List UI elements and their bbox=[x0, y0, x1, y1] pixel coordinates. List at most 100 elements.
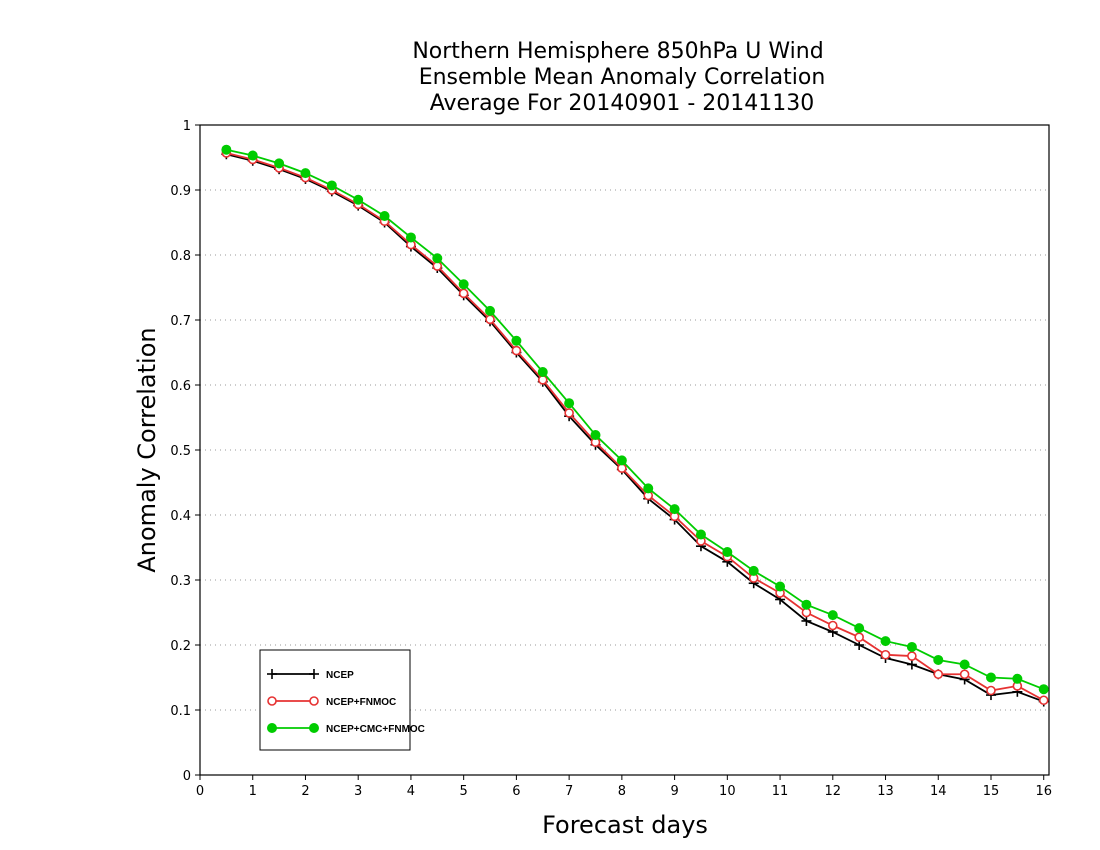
data-point bbox=[564, 408, 574, 418]
data-point bbox=[801, 599, 812, 610]
data-point bbox=[880, 649, 891, 660]
data-point bbox=[827, 620, 838, 631]
data-point bbox=[617, 463, 627, 474]
series-1 bbox=[221, 148, 1049, 706]
legend-label: NCEP bbox=[326, 670, 354, 681]
y-axis-label: Anomaly Correlation bbox=[133, 327, 161, 572]
x-tick-label: 8 bbox=[618, 784, 626, 799]
gridlines bbox=[200, 189, 1049, 711]
data-point bbox=[907, 651, 917, 661]
legend-marker bbox=[267, 723, 277, 733]
y-tick-label: 0.1 bbox=[170, 704, 191, 719]
data-point bbox=[959, 659, 970, 670]
data-point bbox=[432, 253, 443, 264]
legend-marker bbox=[309, 696, 319, 706]
data-point bbox=[722, 547, 733, 558]
data-point bbox=[221, 144, 232, 155]
data-point bbox=[669, 504, 680, 515]
data-point bbox=[775, 581, 786, 592]
data-point bbox=[801, 615, 812, 626]
x-axis-ticks: 0 1 2 3 4 5 6 7 8 9 10 11 12 13 14 15 16 bbox=[196, 775, 1052, 799]
series-line-2 bbox=[226, 148, 1045, 691]
title-line-1: Northern Hemisphere 850hPa U Wind bbox=[412, 39, 823, 64]
data-point bbox=[906, 641, 917, 652]
data-point bbox=[247, 150, 258, 161]
x-tick-label: 3 bbox=[354, 784, 362, 799]
series-0 bbox=[221, 149, 1049, 707]
chart-title: Northern Hemisphere 850hPa U Wind Ensemb… bbox=[412, 39, 825, 116]
data-point bbox=[748, 565, 759, 576]
x-tick-label: 0 bbox=[196, 784, 204, 799]
y-tick-label: 0.3 bbox=[170, 574, 191, 589]
legend-label: NCEP+CMC+FNMOC bbox=[326, 724, 425, 735]
legend-box bbox=[259, 649, 411, 751]
data-point bbox=[880, 636, 891, 647]
legend-item-2: NCEP+CMC+FNMOC bbox=[267, 723, 425, 735]
x-axis-label: Forecast days bbox=[542, 811, 708, 839]
x-tick-label: 9 bbox=[670, 784, 678, 799]
data-point bbox=[827, 610, 838, 621]
legend: NCEP NCEP+FNMOC NCEP+CMC+FNMOC bbox=[259, 649, 425, 751]
data-point bbox=[511, 345, 522, 356]
x-tick-label: 4 bbox=[407, 784, 415, 799]
y-tick-label: 0.8 bbox=[170, 249, 191, 264]
x-tick-label: 16 bbox=[1035, 784, 1052, 799]
title-line-2: Ensemble Mean Anomaly Correlation bbox=[419, 65, 826, 90]
data-point bbox=[643, 483, 654, 494]
legend-label: NCEP+FNMOC bbox=[326, 697, 396, 708]
data-point bbox=[458, 279, 469, 290]
data-point bbox=[274, 158, 285, 169]
legend-marker bbox=[309, 723, 319, 733]
series-lines bbox=[221, 144, 1049, 707]
data-point bbox=[959, 669, 970, 680]
data-point bbox=[906, 659, 917, 670]
data-point bbox=[590, 430, 601, 441]
x-tick-label: 10 bbox=[719, 784, 736, 799]
x-tick-label: 6 bbox=[512, 784, 520, 799]
x-tick-label: 13 bbox=[877, 784, 894, 799]
data-point bbox=[695, 529, 706, 540]
series-2 bbox=[221, 144, 1049, 695]
data-point bbox=[564, 398, 575, 409]
data-point bbox=[458, 288, 469, 299]
x-tick-label: 15 bbox=[983, 784, 1000, 799]
legend-marker bbox=[267, 696, 277, 706]
data-point bbox=[537, 367, 548, 377]
x-tick-label: 7 bbox=[565, 784, 573, 799]
data-point bbox=[986, 685, 996, 696]
y-tick-label: 0.4 bbox=[170, 509, 191, 524]
x-tick-label: 1 bbox=[249, 784, 257, 799]
data-point bbox=[854, 623, 865, 634]
y-tick-label: 0.5 bbox=[170, 444, 191, 459]
data-point bbox=[616, 455, 627, 466]
series-line-0 bbox=[226, 153, 1045, 703]
data-point bbox=[854, 632, 864, 643]
y-tick-label: 1 bbox=[183, 119, 191, 134]
y-tick-label: 0.7 bbox=[170, 314, 191, 329]
legend-marker bbox=[309, 669, 319, 679]
x-tick-label: 14 bbox=[930, 784, 947, 799]
legend-marker bbox=[267, 669, 277, 679]
y-axis-ticks: 0 0.1 0.2 0.3 0.4 0.5 0.6 0.7 0.8 0.9 1 bbox=[170, 119, 200, 784]
series-line-1 bbox=[226, 152, 1045, 702]
y-tick-label: 0.9 bbox=[170, 184, 191, 199]
y-tick-label: 0 bbox=[183, 769, 191, 784]
y-tick-label: 0.2 bbox=[170, 639, 191, 654]
data-point bbox=[511, 335, 522, 346]
legend-item-0: NCEP bbox=[267, 669, 354, 681]
data-point bbox=[485, 305, 496, 316]
data-point bbox=[933, 654, 944, 665]
data-point bbox=[353, 194, 364, 205]
title-line-3: Average For 20140901 - 20141130 bbox=[430, 91, 815, 116]
x-tick-label: 2 bbox=[301, 784, 309, 799]
data-point bbox=[1038, 684, 1049, 695]
legend-item-1: NCEP+FNMOC bbox=[267, 696, 396, 708]
data-point bbox=[1038, 695, 1049, 706]
x-tick-label: 5 bbox=[460, 784, 468, 799]
data-point bbox=[1012, 673, 1023, 684]
data-point bbox=[326, 180, 337, 191]
x-tick-label: 12 bbox=[825, 784, 842, 799]
data-point bbox=[485, 314, 495, 325]
data-point bbox=[933, 669, 944, 680]
